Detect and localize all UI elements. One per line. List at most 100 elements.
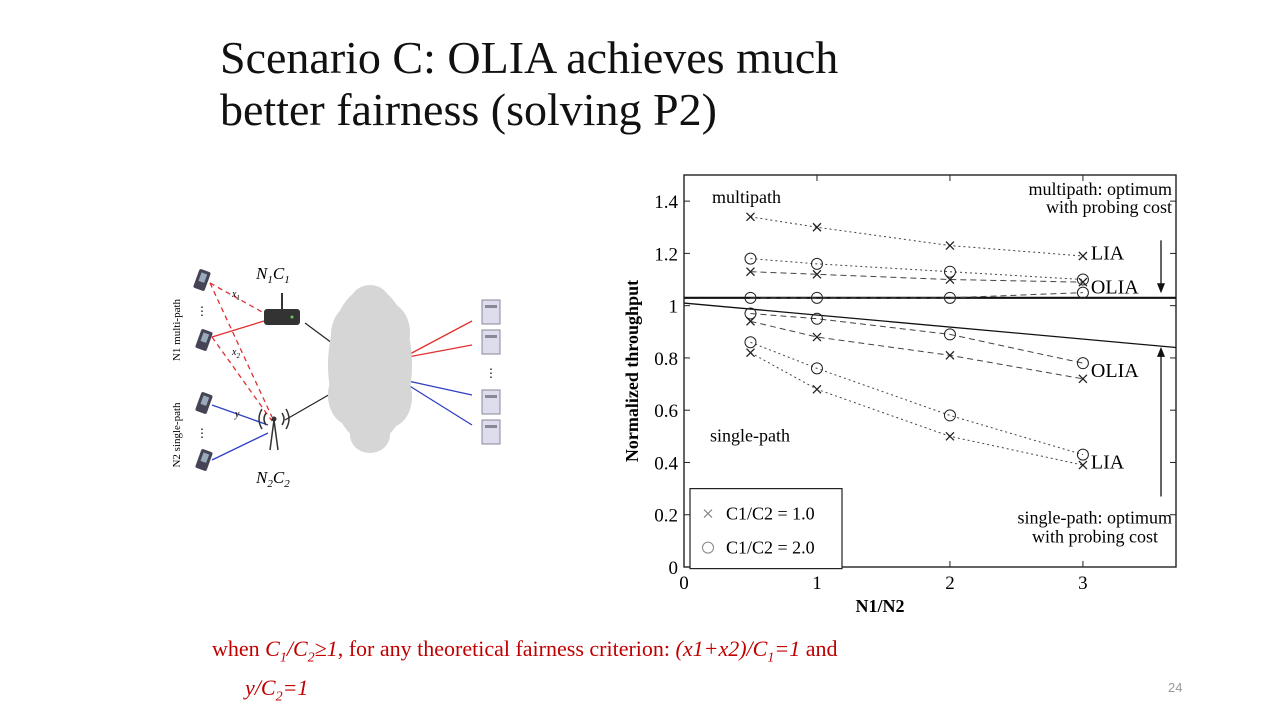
x-marker xyxy=(812,269,822,279)
x-marker xyxy=(1078,460,1088,470)
circle-marker xyxy=(943,265,956,278)
page-number: 24 xyxy=(1168,680,1183,695)
annotation-lia-bottom: LIA xyxy=(1091,451,1125,473)
legend-box xyxy=(689,488,843,570)
core-links xyxy=(284,322,333,421)
caption-expr1-tail: =1 xyxy=(774,636,801,661)
group1-label: N1 multi-path xyxy=(171,298,183,361)
y-tick-label: 1 xyxy=(669,297,679,318)
ellipsis-icon: ⋮ xyxy=(196,426,208,440)
arrow-down-head xyxy=(1157,283,1165,294)
x-tick-label: 3 xyxy=(1078,573,1088,594)
caption-y: y/C xyxy=(245,675,276,701)
annotation-olia-top: OLIA xyxy=(1091,276,1139,298)
slide-title-line2: better fairness (solving P2) xyxy=(220,84,717,135)
circle-marker xyxy=(810,291,823,304)
x-marker xyxy=(812,222,822,232)
annotation-olia-bottom: OLIA xyxy=(1091,360,1139,382)
annotation-lia-top: LIA xyxy=(1091,242,1125,264)
phone-icon xyxy=(193,269,211,291)
x-axis-label: N1/N2 xyxy=(856,596,905,616)
series-line-multipath-olia-2.0 xyxy=(750,292,1083,299)
x-marker xyxy=(945,241,955,251)
series-line-multipath-lia-1.0 xyxy=(750,216,1083,257)
y-axis-label: Normalized throughput xyxy=(622,280,642,462)
caption-expr1-sub: 1 xyxy=(767,650,775,666)
y-tick-label: 0 xyxy=(669,558,679,579)
caption-line2: y/C2=1 xyxy=(212,673,1112,712)
x-marker xyxy=(812,332,822,342)
circle-marker xyxy=(943,291,956,304)
circle-marker xyxy=(943,328,956,341)
annotation-single-path: single-path xyxy=(710,425,790,445)
phone-icon xyxy=(195,449,213,471)
caption-mid: , for any theoretical fairness criterion… xyxy=(337,636,676,661)
y-label: y xyxy=(234,409,240,420)
caption-expr1: (x1+x2)/C xyxy=(675,636,768,661)
server-icon xyxy=(481,419,501,445)
x1-label: x1 xyxy=(231,289,240,302)
series-line-single-path-olia-1.0 xyxy=(750,320,1084,380)
throughput-chart: 0 0.2 0.4 0.6 0.8 1 1.2 1.4 0 1 2 3 N1/N2 Normalized … xyxy=(622,174,1177,616)
legend-circle-marker xyxy=(702,541,714,554)
circle-marker xyxy=(810,312,823,325)
x-marker xyxy=(746,348,755,358)
x2-label: x2 xyxy=(231,347,240,360)
x-tick-label: 1 xyxy=(812,573,822,594)
chart-plot-area: 0 0.2 0.4 0.6 0.8 1 1.2 1.4 0 1 2 3 N1/N2 Normalized … xyxy=(622,174,1177,616)
annotation-single-opt-2: with probing cost xyxy=(1032,527,1158,547)
legend-x-marker xyxy=(703,509,713,519)
server-icon xyxy=(481,389,501,415)
network-topology-diagram: N1 multi-path N2 single-path ⋮ xyxy=(171,264,501,490)
caption-c1-sub: 1 xyxy=(279,650,287,666)
circle-marker xyxy=(744,307,757,320)
circle-marker xyxy=(810,362,823,375)
circle-marker xyxy=(1076,448,1089,461)
series-line-single-path-lia-1.0 xyxy=(750,352,1084,466)
plot-frame xyxy=(683,174,1177,568)
series-line-multipath-olia-1.0 xyxy=(750,271,1083,283)
legend-label: C1/C2 = 2.0 xyxy=(726,538,815,558)
server-icon xyxy=(481,329,501,355)
x-marker xyxy=(812,384,822,394)
ellipsis-icon: ⋮ xyxy=(485,366,497,380)
ellipsis-icon: ⋮ xyxy=(196,304,208,318)
caption-and: and xyxy=(800,636,838,661)
x-marker xyxy=(1078,374,1088,384)
x-marker xyxy=(746,212,755,222)
x-marker xyxy=(945,431,955,441)
circle-marker xyxy=(1076,357,1089,370)
circle-marker xyxy=(744,252,757,265)
x-marker xyxy=(945,275,955,284)
phone-icon xyxy=(195,329,213,351)
annotation-single-opt-1: single-path: optimum xyxy=(1018,508,1173,528)
y-tick-label: 1.2 xyxy=(654,244,678,265)
wifi-router-icon xyxy=(264,293,300,325)
singlepath-optimum-line xyxy=(683,302,1177,349)
multipath-links xyxy=(209,282,473,422)
caption-text: when C1/C2≥1, for any theoretical fairne… xyxy=(212,634,1112,713)
cloud-network xyxy=(328,285,412,453)
y-tick-label: 0.4 xyxy=(654,453,678,474)
y-tick-label: 0.8 xyxy=(654,349,678,370)
caption-c1: C xyxy=(265,636,280,661)
group2-label: N2 single-path xyxy=(171,402,183,468)
x-marker xyxy=(945,350,955,360)
caption-c2: /C xyxy=(286,636,308,661)
circle-marker xyxy=(943,409,956,422)
y-tick-label: 0.6 xyxy=(654,401,678,422)
caption-when: when xyxy=(212,636,266,661)
caption-y-tail: =1 xyxy=(282,675,309,701)
n2c2-label: N2C2 xyxy=(255,468,290,490)
x-marker xyxy=(746,267,755,277)
n1c1-label: N1C1 xyxy=(255,264,290,286)
circle-marker xyxy=(810,257,823,270)
circle-marker xyxy=(744,336,757,349)
slide-title: Scenario C: OLIA achieves much better fa… xyxy=(220,32,1120,136)
caption-y-sub: 2 xyxy=(275,689,283,705)
annotation-multipath: multipath xyxy=(712,187,781,207)
series-line-single-path-lia-2.0 xyxy=(750,341,1084,456)
x-marker xyxy=(1078,277,1088,287)
annotation-multi-opt-2: with probing cost xyxy=(1046,197,1172,217)
circle-marker xyxy=(744,291,757,304)
